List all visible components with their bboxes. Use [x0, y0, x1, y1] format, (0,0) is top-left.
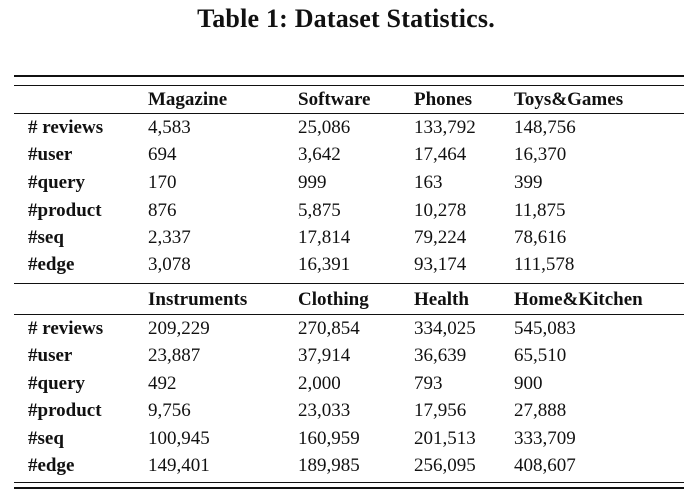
row-label: #user — [28, 144, 73, 165]
table-row: #user 23,887 37,914 36,639 65,510 — [0, 342, 692, 369]
row-label: #product — [28, 400, 102, 421]
table-cell: 876 — [148, 200, 177, 221]
table-cell: 23,033 — [298, 400, 351, 421]
table-cell: 170 — [148, 172, 177, 193]
row-label: #seq — [28, 227, 64, 248]
table-cell: 4,583 — [148, 117, 191, 138]
table-cell: 408,607 — [514, 455, 576, 476]
row-label: # reviews — [28, 117, 104, 138]
table-cell: 545,083 — [514, 318, 576, 339]
bottom-rule-upper — [14, 482, 684, 483]
panel-1-header-row: Magazine Software Phones Toys&Games — [0, 86, 692, 113]
table-cell: 256,095 — [414, 455, 476, 476]
row-label: #product — [28, 200, 102, 221]
table-row: # reviews 209,229 270,854 334,025 545,08… — [0, 315, 692, 342]
table-cell: 27,888 — [514, 400, 567, 421]
table-cell: 10,278 — [414, 200, 467, 221]
table-row: #edge 149,401 189,985 256,095 408,607 — [0, 452, 692, 479]
table-cell: 149,401 — [148, 455, 210, 476]
table-cell: 189,985 — [298, 455, 360, 476]
table-row: #seq 2,337 17,814 79,224 78,616 — [0, 224, 692, 251]
table-cell: 694 — [148, 144, 177, 165]
row-label: #edge — [28, 455, 75, 476]
table-cell: 5,875 — [298, 200, 341, 221]
row-label: # reviews — [28, 318, 104, 339]
table-cell: 16,391 — [298, 254, 351, 275]
table-row: #query 170 999 163 399 — [0, 169, 692, 196]
table-cell: 3,642 — [298, 144, 341, 165]
table-cell: 333,709 — [514, 428, 576, 449]
panel-2-header-row: Instruments Clothing Health Home&Kitchen — [0, 286, 692, 313]
table-cell: 79,224 — [414, 227, 467, 248]
table-cell: 17,464 — [414, 144, 467, 165]
column-header: Software — [298, 89, 371, 110]
table-cell: 37,914 — [298, 345, 351, 366]
table-cell: 78,616 — [514, 227, 567, 248]
table-cell: 399 — [514, 172, 543, 193]
table-cell: 2,000 — [298, 373, 341, 394]
table-cell: 270,854 — [298, 318, 360, 339]
table-cell: 900 — [514, 373, 543, 394]
top-rule — [14, 75, 684, 77]
table-row: # reviews 4,583 25,086 133,792 148,756 — [0, 114, 692, 141]
column-header: Magazine — [148, 89, 228, 110]
table-cell: 16,370 — [514, 144, 567, 165]
column-header: Phones — [414, 89, 473, 110]
table-cell: 23,887 — [148, 345, 201, 366]
table-cell: 148,756 — [514, 117, 576, 138]
row-label: #query — [28, 373, 85, 394]
row-label: #seq — [28, 428, 64, 449]
column-header: Home&Kitchen — [514, 289, 643, 310]
table-cell: 93,174 — [414, 254, 467, 275]
row-label: #edge — [28, 254, 75, 275]
column-header: Instruments — [148, 289, 248, 310]
table-row: #edge 3,078 16,391 93,174 111,578 — [0, 251, 692, 278]
table-row: #seq 100,945 160,959 201,513 333,709 — [0, 425, 692, 452]
row-label: #query — [28, 172, 85, 193]
table-cell: 2,337 — [148, 227, 191, 248]
table-row: #query 492 2,000 793 900 — [0, 370, 692, 397]
table-cell: 36,639 — [414, 345, 467, 366]
table-cell: 334,025 — [414, 318, 476, 339]
table-cell: 209,229 — [148, 318, 210, 339]
table-cell: 65,510 — [514, 345, 567, 366]
table-cell: 163 — [414, 172, 443, 193]
table-cell: 160,959 — [298, 428, 360, 449]
column-header: Health — [414, 289, 469, 310]
header-rule — [14, 85, 684, 86]
table-cell: 793 — [414, 373, 443, 394]
table-cell: 11,875 — [514, 200, 566, 221]
table-cell: 25,086 — [298, 117, 351, 138]
table-row: #user 694 3,642 17,464 16,370 — [0, 141, 692, 168]
panel-1-header-rule — [14, 113, 684, 114]
table-cell: 3,078 — [148, 254, 191, 275]
column-header: Toys&Games — [514, 89, 624, 110]
column-header: Clothing — [298, 289, 369, 310]
table-cell: 100,945 — [148, 428, 210, 449]
row-label: #user — [28, 345, 73, 366]
table-cell: 9,756 — [148, 400, 191, 421]
table-cell: 492 — [148, 373, 177, 394]
bottom-rule — [14, 487, 684, 489]
table-cell: 17,956 — [414, 400, 467, 421]
table-cell: 111,578 — [514, 254, 575, 275]
table-cell: 999 — [298, 172, 327, 193]
table-cell: 17,814 — [298, 227, 351, 248]
table-row: #product 9,756 23,033 17,956 27,888 — [0, 397, 692, 424]
panel-separator-rule — [14, 283, 684, 284]
table-caption: Table 1: Dataset Statistics. — [197, 4, 495, 33]
panel-2-header-rule — [14, 314, 684, 315]
table-cell: 201,513 — [414, 428, 476, 449]
table-row: #product 876 5,875 10,278 11,875 — [0, 197, 692, 224]
table-cell: 133,792 — [414, 117, 476, 138]
